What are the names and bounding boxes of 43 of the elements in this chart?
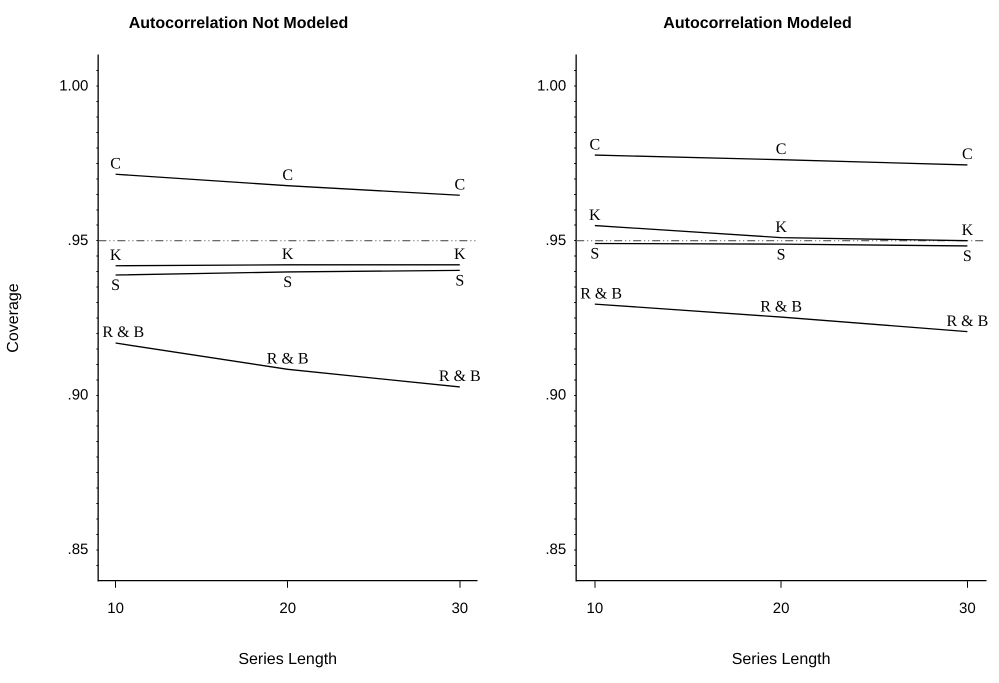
series-label: C (282, 166, 294, 184)
text: S (455, 272, 464, 290)
x-tick-label: 10 (107, 600, 124, 617)
text: K (282, 246, 294, 264)
y-tick-label: 1.00 (536, 77, 566, 94)
series-label: R & B (438, 368, 481, 386)
text: S (111, 277, 120, 294)
series-label: S (283, 274, 292, 292)
y-tick-label: .85 (68, 541, 88, 558)
chart-title: Autocorrelation Not Modeled (128, 15, 348, 32)
text: K (962, 222, 974, 239)
y-tick-label: .90 (68, 386, 88, 404)
x-tick-label: 30 (959, 600, 976, 617)
y-tick-label: .95 (545, 232, 566, 249)
series-label: S (776, 246, 786, 264)
x-tick-label: 20 (279, 600, 296, 617)
text: C (110, 155, 121, 172)
chart-title: Autocorrelation Modeled (663, 15, 852, 32)
series-label: K (775, 218, 788, 236)
text: S (962, 248, 972, 266)
text: R & B (266, 350, 309, 368)
y-tick-label: .90 (545, 386, 566, 404)
x-tick-label: 30 (451, 600, 468, 617)
x-axis-title: Series Length (732, 650, 830, 668)
text: C (776, 140, 786, 158)
series-label: C (962, 146, 973, 164)
text: C (454, 176, 466, 194)
text: K (589, 206, 601, 224)
y-tick-label: .95 (68, 232, 88, 249)
text: R & B (580, 285, 622, 302)
text: S (590, 246, 600, 263)
series-label: K (110, 246, 122, 264)
x-axis-title: Series Length (238, 650, 338, 668)
x-tick-label: 20 (772, 600, 790, 617)
y-axis-title: Coverage (5, 283, 22, 353)
y-tick-label: .85 (545, 541, 566, 558)
y-tick-label: 1.00 (59, 77, 88, 94)
text: C (589, 136, 600, 154)
x-tick-label: 10 (586, 600, 604, 617)
text: K (454, 246, 466, 264)
series-label: R & B (946, 312, 988, 330)
text: R & B (760, 298, 802, 316)
text: R & B (102, 324, 144, 342)
